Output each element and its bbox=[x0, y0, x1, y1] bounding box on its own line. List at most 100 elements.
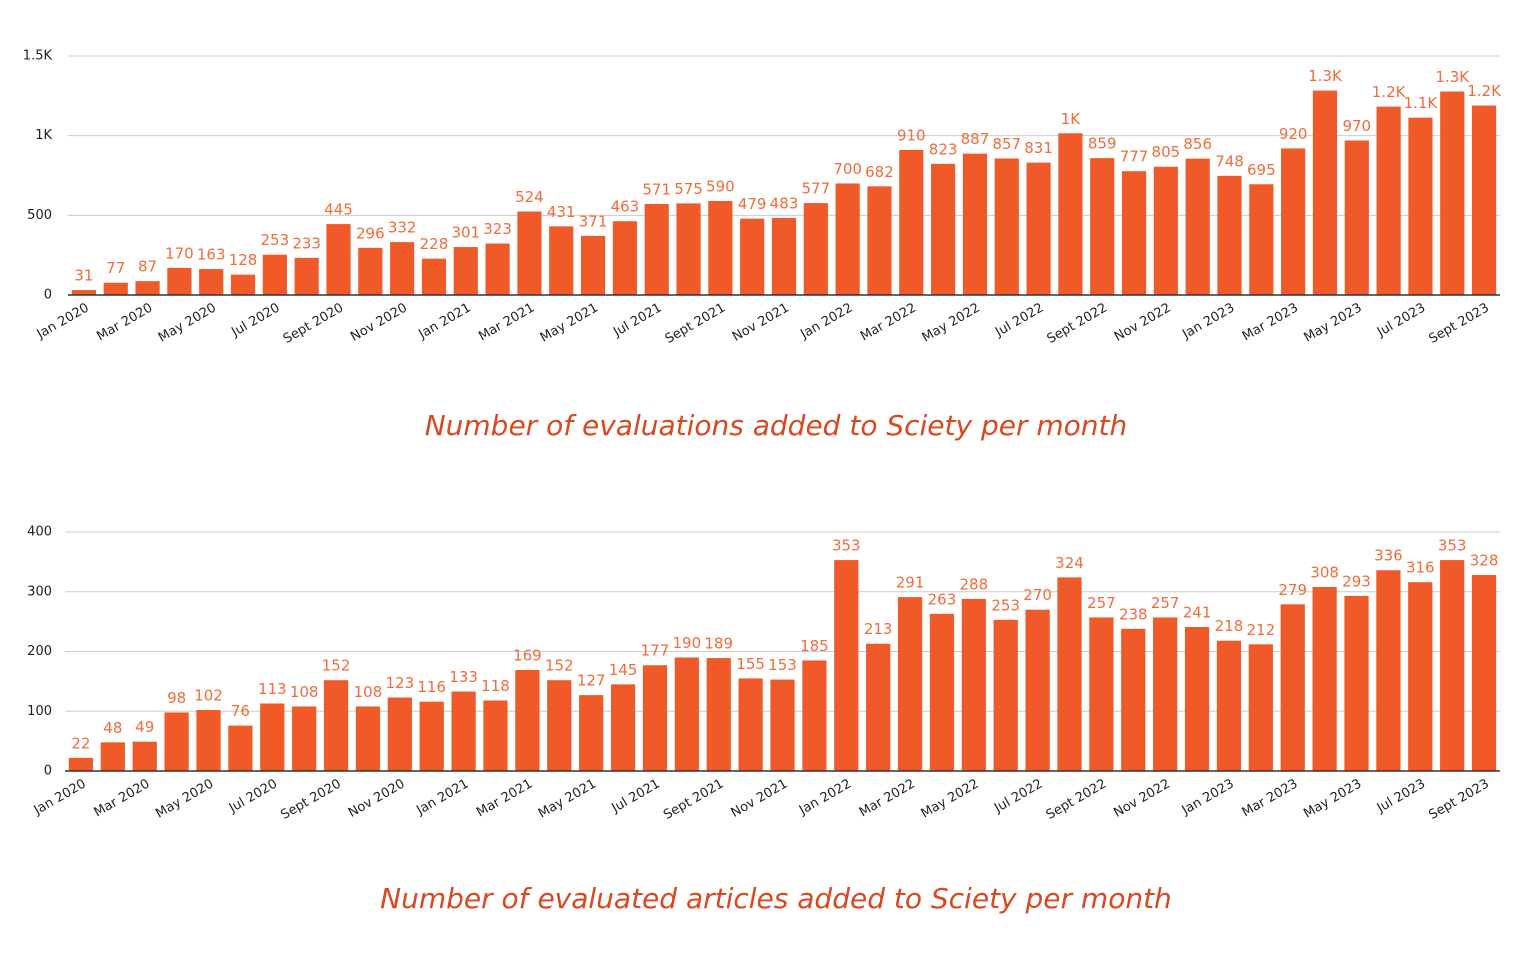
bar bbox=[260, 703, 285, 771]
value-label: 328 bbox=[1470, 552, 1499, 570]
value-label: 31 bbox=[74, 267, 93, 285]
bar bbox=[1090, 158, 1115, 295]
x-tick-label: Nov 2022 bbox=[1111, 777, 1173, 821]
value-label: 49 bbox=[135, 718, 154, 736]
bar bbox=[1408, 117, 1433, 295]
x-tick-label: Nov 2021 bbox=[730, 301, 792, 345]
bar bbox=[262, 254, 287, 295]
y-tick-label: 400 bbox=[27, 525, 52, 540]
bar bbox=[1249, 184, 1274, 295]
x-tick-label: Nov 2020 bbox=[346, 777, 408, 821]
bar bbox=[993, 619, 1018, 771]
y-tick-label: 300 bbox=[27, 584, 52, 599]
x-tick-label: Jul 2021 bbox=[609, 777, 663, 817]
value-label: 185 bbox=[800, 637, 829, 655]
bar bbox=[835, 183, 860, 295]
x-tick-label: Sept 2021 bbox=[661, 777, 726, 823]
bar bbox=[610, 684, 636, 771]
bar bbox=[708, 200, 733, 295]
value-label: 270 bbox=[1023, 586, 1052, 604]
bar bbox=[1376, 106, 1401, 295]
x-tick-label: Jul 2022 bbox=[991, 777, 1045, 817]
x-tick-label: May 2023 bbox=[1301, 777, 1364, 822]
x-tick-label: Sept 2021 bbox=[663, 301, 728, 347]
value-label: 353 bbox=[832, 537, 861, 555]
bar bbox=[803, 203, 828, 295]
chart-title: Number of evaluations added to Sciety pe… bbox=[425, 409, 1128, 442]
y-tick-label: 200 bbox=[27, 644, 52, 659]
bar bbox=[132, 741, 157, 771]
value-label: 128 bbox=[229, 251, 258, 269]
x-tick-label: May 2020 bbox=[156, 301, 219, 346]
value-label: 1.3K bbox=[1308, 67, 1343, 85]
value-label: 257 bbox=[1087, 594, 1116, 612]
bar bbox=[1184, 627, 1210, 771]
value-label: 296 bbox=[356, 224, 385, 242]
value-label: 479 bbox=[738, 195, 767, 213]
x-tick-label: May 2020 bbox=[153, 777, 216, 822]
bar bbox=[549, 226, 574, 295]
bar bbox=[1026, 162, 1051, 295]
value-label: 371 bbox=[579, 212, 608, 230]
value-label: 970 bbox=[1342, 117, 1371, 135]
bar bbox=[1058, 133, 1083, 295]
value-label: 87 bbox=[138, 258, 157, 276]
x-tick-label: Mar 2020 bbox=[94, 301, 155, 345]
x-tick-label: Mar 2023 bbox=[1240, 301, 1301, 345]
value-label: 153 bbox=[768, 656, 797, 674]
bar bbox=[1440, 560, 1465, 771]
bar bbox=[1248, 644, 1273, 771]
value-label: 108 bbox=[354, 683, 383, 701]
x-tick-label: Nov 2020 bbox=[348, 301, 410, 345]
bar bbox=[103, 282, 128, 295]
value-label: 133 bbox=[449, 668, 478, 686]
y-tick-label: 1.5K bbox=[23, 49, 53, 64]
value-label: 213 bbox=[864, 620, 893, 638]
value-label: 308 bbox=[1310, 563, 1339, 581]
value-label: 212 bbox=[1247, 621, 1276, 639]
x-tick-label: May 2021 bbox=[536, 777, 599, 822]
value-label: 145 bbox=[609, 661, 638, 679]
value-label: 152 bbox=[545, 657, 574, 675]
value-label: 1.1K bbox=[1404, 94, 1439, 112]
value-label: 590 bbox=[706, 177, 735, 195]
value-label: 152 bbox=[322, 657, 351, 675]
bar bbox=[642, 665, 668, 771]
value-label: 577 bbox=[802, 180, 831, 198]
value-label: 279 bbox=[1278, 581, 1307, 599]
x-tick-label: Jul 2023 bbox=[1374, 777, 1428, 817]
value-label: 748 bbox=[1215, 152, 1244, 170]
bar bbox=[387, 697, 412, 771]
x-tick-label: Nov 2021 bbox=[729, 777, 791, 821]
x-tick-label: Sept 2020 bbox=[278, 777, 343, 823]
bar bbox=[612, 221, 637, 295]
value-label: 859 bbox=[1088, 135, 1117, 153]
value-label: 228 bbox=[420, 235, 449, 253]
bar bbox=[929, 613, 955, 771]
bar bbox=[164, 712, 189, 771]
bar bbox=[71, 290, 97, 295]
bar bbox=[961, 598, 986, 771]
value-label: 336 bbox=[1374, 547, 1403, 565]
value-label: 831 bbox=[1024, 139, 1053, 157]
value-label: 257 bbox=[1151, 594, 1180, 612]
value-label: 113 bbox=[258, 680, 287, 698]
bar bbox=[1089, 617, 1114, 771]
bar bbox=[515, 670, 540, 771]
bar bbox=[135, 281, 160, 295]
bar bbox=[199, 269, 224, 295]
value-label: 288 bbox=[960, 575, 989, 593]
bar bbox=[421, 258, 447, 295]
bar bbox=[294, 257, 319, 295]
bar bbox=[517, 211, 542, 295]
x-tick-label: Mar 2021 bbox=[474, 777, 535, 821]
value-label: 682 bbox=[865, 163, 894, 181]
bar bbox=[1280, 604, 1305, 771]
bar bbox=[1344, 140, 1369, 295]
bar bbox=[579, 695, 604, 771]
x-tick-label: May 2021 bbox=[538, 301, 601, 346]
bar bbox=[230, 274, 256, 295]
value-label: 301 bbox=[451, 224, 480, 242]
value-label: 253 bbox=[991, 596, 1020, 614]
